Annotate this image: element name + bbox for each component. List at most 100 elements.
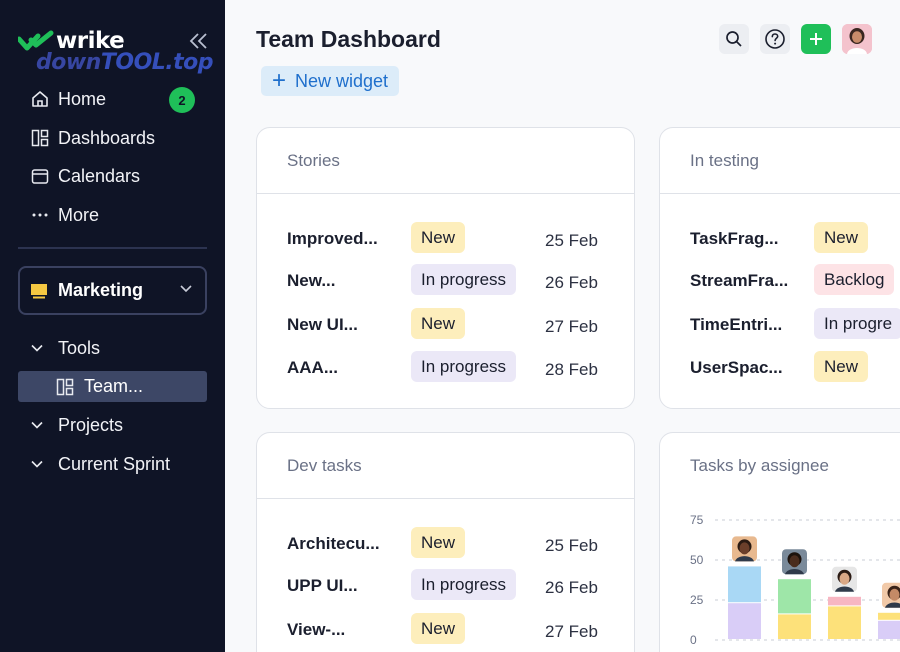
- tree-item-tools[interactable]: Tools: [30, 336, 100, 360]
- watermark-part-b: TOOL: [100, 50, 166, 75]
- dashboard-icon: [56, 377, 76, 397]
- status-badge[interactable]: New: [411, 527, 466, 558]
- new-widget-button[interactable]: + New widget: [261, 66, 400, 96]
- home-notification-badge: 2: [169, 87, 195, 113]
- task-date: 27 Feb: [545, 622, 598, 641]
- page-title: Team Dashboard: [256, 26, 441, 52]
- status-badge[interactable]: New: [411, 613, 466, 644]
- status-badge[interactable]: In progress: [411, 264, 517, 295]
- status-badge[interactable]: New: [814, 351, 869, 382]
- status-badge[interactable]: In progress: [411, 569, 517, 600]
- bar-segment[interactable]: [728, 603, 761, 639]
- table-row[interactable]: Architecu... New 25 Feb: [287, 527, 627, 559]
- bar-segment[interactable]: [828, 596, 861, 606]
- tree-item-current-sprint[interactable]: Current Sprint: [30, 452, 170, 476]
- table-row[interactable]: UPP UI... In progress 26 Feb: [287, 569, 627, 601]
- sidebar: wrike downTOOL.top Home 2 Dashboards Cal…: [0, 0, 225, 652]
- nav-home[interactable]: Home: [30, 87, 106, 111]
- task-name[interactable]: Architecu...: [287, 534, 380, 553]
- table-row[interactable]: Improved... New 25 Feb: [287, 222, 627, 254]
- watermark-part-a: down: [36, 50, 101, 75]
- table-row[interactable]: TaskFrag... New: [690, 222, 900, 254]
- space-icon: [31, 283, 47, 298]
- card-divider: [257, 498, 634, 499]
- bar-segment[interactable]: [878, 620, 900, 639]
- status-badge[interactable]: New: [411, 222, 466, 253]
- nav-dashboards[interactable]: Dashboards: [30, 126, 155, 150]
- chevron-down-icon: [30, 341, 48, 355]
- search-button[interactable]: [719, 24, 749, 54]
- task-date: 27 Feb: [545, 317, 598, 336]
- table-row[interactable]: New UI... New 27 Feb: [287, 308, 627, 340]
- chevron-down-icon: [180, 285, 192, 293]
- space-label: Marketing: [58, 280, 144, 300]
- assignee-avatar[interactable]: [832, 566, 857, 592]
- bar-segment[interactable]: [778, 614, 811, 639]
- plus-icon: +: [272, 67, 287, 94]
- table-row[interactable]: New... In progress 26 Feb: [287, 264, 627, 296]
- widget-title: In testing: [690, 151, 759, 170]
- tree-item-team-dashboard[interactable]: Team...: [18, 371, 207, 402]
- widget-dev-tasks: Dev tasks Architecu... New 25 Feb UPP UI…: [256, 432, 635, 652]
- wrike-check-icon: [18, 30, 54, 51]
- task-date: 25 Feb: [545, 536, 598, 555]
- assignee-avatar[interactable]: [732, 536, 757, 562]
- help-button[interactable]: [760, 24, 790, 54]
- tree-item-projects-label: Projects: [58, 414, 124, 435]
- card-divider: [257, 193, 634, 194]
- task-name[interactable]: UPP UI...: [287, 576, 358, 595]
- watermark: downTOOL.top: [36, 50, 214, 75]
- status-badge[interactable]: New: [814, 222, 869, 253]
- assignee-avatar[interactable]: [882, 582, 900, 608]
- widget-title: Stories: [287, 151, 340, 170]
- widget-tasks-by-assignee: Tasks by assignee 75 50 25 0: [659, 432, 900, 652]
- chevron-down-icon: [30, 457, 48, 471]
- nav-calendars[interactable]: Calendars: [30, 164, 140, 188]
- bar-segment[interactable]: [828, 606, 861, 639]
- tree-item-tools-label: Tools: [58, 337, 101, 358]
- bar-segment[interactable]: [878, 612, 900, 620]
- calendar-icon: [30, 166, 50, 186]
- tasks-by-assignee-chart: 75 50 25 0: [690, 513, 900, 647]
- chevron-down-icon: [30, 418, 48, 432]
- tree-item-projects[interactable]: Projects: [30, 413, 123, 437]
- bar-segment[interactable]: [728, 566, 761, 603]
- tree-item-current-sprint-label: Current Sprint: [58, 453, 171, 474]
- nav-more[interactable]: More: [30, 203, 99, 227]
- user-avatar[interactable]: [842, 24, 872, 54]
- task-name[interactable]: New...: [287, 271, 336, 290]
- task-name[interactable]: AAA...: [287, 358, 338, 377]
- task-date: 28 Feb: [545, 360, 598, 379]
- nav-calendars-label: Calendars: [58, 165, 141, 186]
- task-name[interactable]: UserSpac...: [690, 358, 783, 377]
- task-name[interactable]: TimeEntri...: [690, 315, 783, 334]
- status-badge[interactable]: Backlog: [814, 264, 895, 295]
- bar-segment[interactable]: [778, 579, 811, 614]
- assignee-avatar[interactable]: [782, 549, 807, 575]
- y-tick-label: 0: [690, 633, 697, 647]
- wrike-logo[interactable]: wrike: [18, 28, 125, 54]
- widget-stories: Stories Improved... New 25 Feb New... In…: [256, 127, 635, 409]
- tree-item-team-label: Team...: [84, 376, 144, 396]
- task-name[interactable]: Improved...: [287, 229, 378, 248]
- table-row[interactable]: TimeEntri... In progre: [690, 308, 900, 340]
- add-button[interactable]: [801, 24, 831, 54]
- task-name[interactable]: View-...: [287, 620, 346, 639]
- space-selector[interactable]: Marketing: [18, 266, 207, 315]
- task-name[interactable]: TaskFrag...: [690, 229, 779, 248]
- table-row[interactable]: UserSpac... New: [690, 351, 900, 383]
- table-row[interactable]: AAA... In progress 28 Feb: [287, 351, 627, 383]
- table-row[interactable]: StreamFra... Backlog: [690, 264, 900, 296]
- card-divider: [660, 193, 900, 194]
- task-name[interactable]: StreamFra...: [690, 271, 789, 290]
- double-chevron-left-icon: [189, 33, 207, 49]
- collapse-sidebar-button[interactable]: [188, 31, 210, 51]
- task-name[interactable]: New UI...: [287, 315, 358, 334]
- status-badge[interactable]: New: [411, 308, 466, 339]
- table-row[interactable]: View-... New 27 Feb: [287, 613, 627, 645]
- task-date: 26 Feb: [545, 578, 598, 597]
- status-badge[interactable]: In progress: [411, 351, 517, 382]
- status-badge[interactable]: In progre: [814, 308, 900, 339]
- avatar-image: [842, 24, 872, 54]
- plus-icon: [810, 33, 822, 45]
